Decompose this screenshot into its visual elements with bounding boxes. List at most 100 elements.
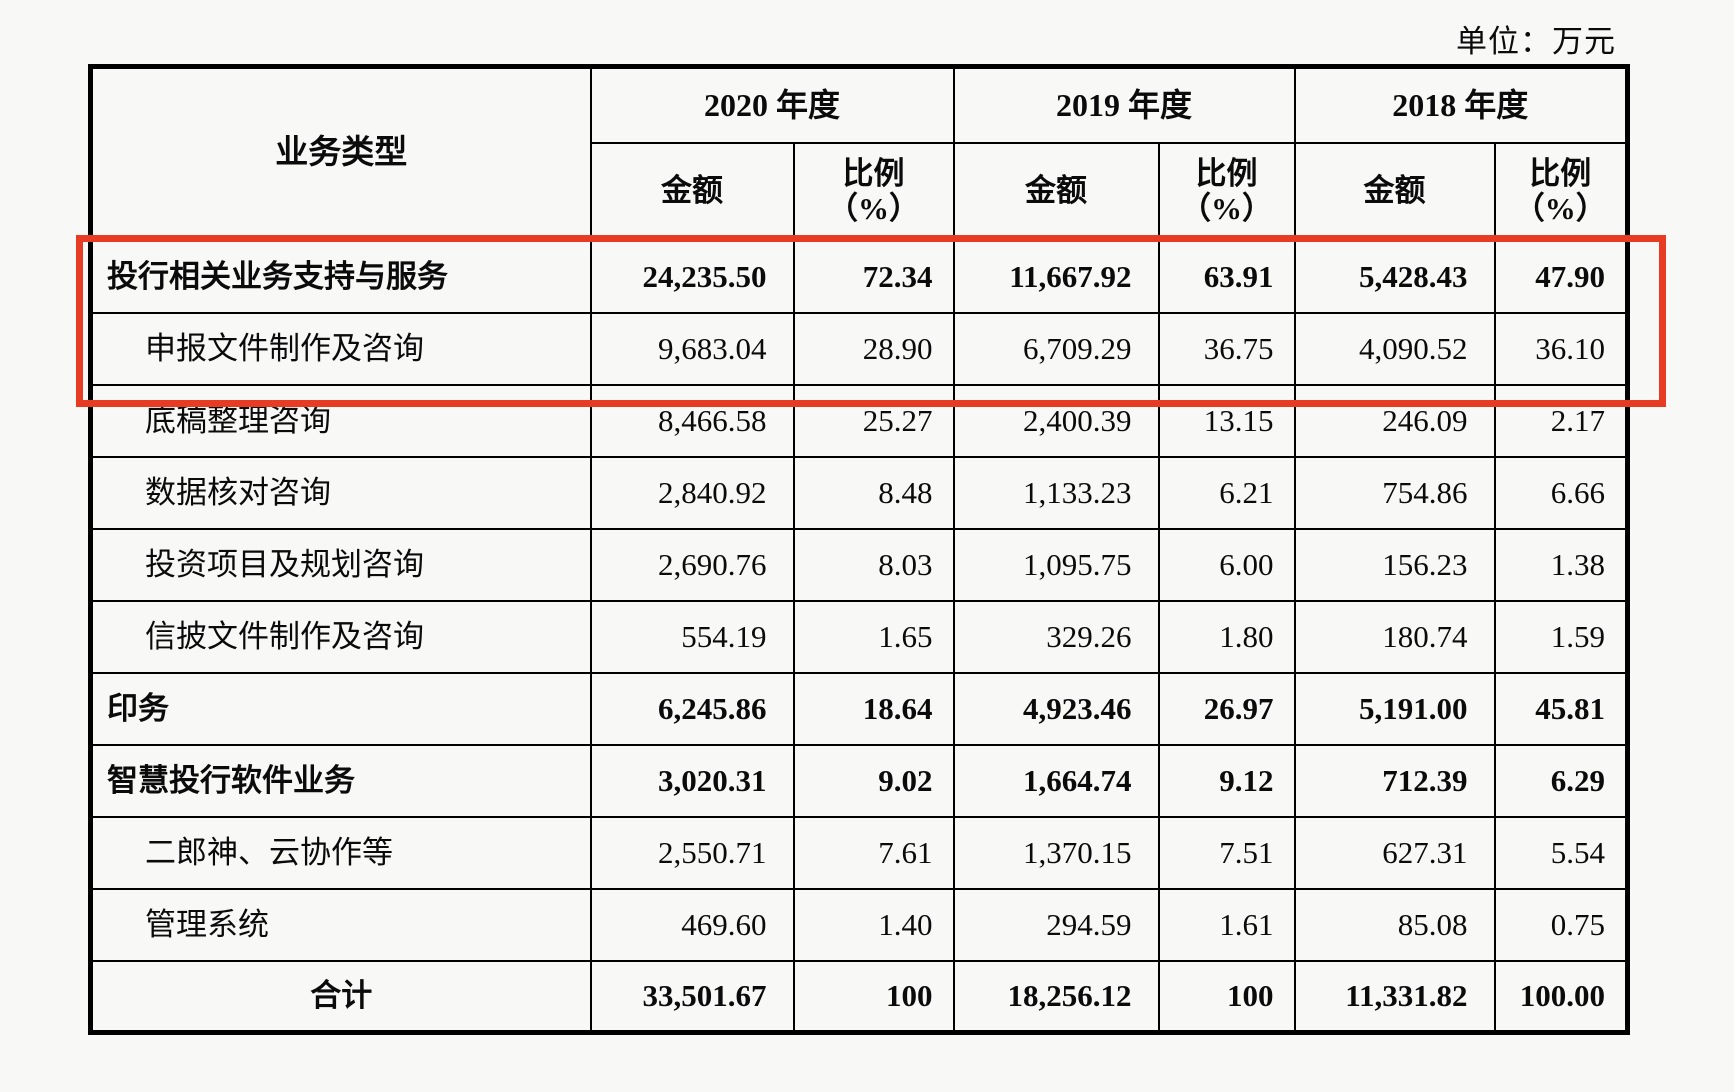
amount-cell: 180.74 bbox=[1293, 599, 1496, 674]
row-label-cell: 底稿整理咨询 bbox=[89, 383, 592, 458]
ratio-header-line2: （%） bbox=[1180, 191, 1274, 227]
ratio-cell: 5.54 bbox=[1493, 815, 1629, 890]
ratio-cell: 6.66 bbox=[1493, 455, 1629, 530]
sub-header-row: 金额 比例 （%） 金额 比例 （%） 金额 比例 （%） bbox=[91, 141, 1629, 242]
amount-cell: 754.86 bbox=[1293, 455, 1496, 530]
table-row: 数据核对咨询 2,840.92 8.48 1,133.23 6.21 754.86 6.66 bbox=[89, 455, 1629, 530]
row-label-cell: 申报文件制作及咨询 bbox=[89, 311, 592, 386]
amount-header-2020: 金额 bbox=[589, 141, 795, 242]
amount-cell: 156.23 bbox=[1293, 527, 1496, 602]
year-header-row: 业务类型 2020 年度 2019 年度 2018 年度 bbox=[89, 65, 1629, 242]
amount-cell: 1,133.23 bbox=[952, 455, 1160, 530]
ratio-cell: 36.75 bbox=[1157, 311, 1296, 386]
ratio-cell: 100.00 bbox=[1493, 959, 1629, 1034]
table-row: 底稿整理咨询 8,466.58 25.27 2,400.39 13.15 246.09 2.… bbox=[89, 383, 1629, 458]
amount-cell: 24,235.50 bbox=[589, 239, 795, 314]
table-row: 投行相关业务支持与服务 24,235.50 72.34 11,667.92 63.91 5… bbox=[89, 239, 1629, 314]
ratio-header-2019: 比例 （%） bbox=[1157, 141, 1296, 242]
ratio-cell: 6.21 bbox=[1157, 455, 1296, 530]
amount-cell: 6,709.29 bbox=[952, 311, 1160, 386]
table-row: 申报文件制作及咨询 9,683.04 28.90 6,709.29 36.75 4,090… bbox=[89, 311, 1629, 386]
amount-cell: 11,667.92 bbox=[952, 239, 1160, 314]
amount-cell: 85.08 bbox=[1293, 887, 1496, 962]
ratio-header-2020: 比例 （%） bbox=[792, 141, 955, 242]
row-label-cell: 信披文件制作及咨询 bbox=[89, 599, 592, 674]
row-label-cell: 投行相关业务支持与服务 bbox=[89, 239, 592, 314]
row-label-cell: 数据核对咨询 bbox=[89, 455, 592, 530]
amount-cell: 1,095.75 bbox=[952, 527, 1160, 602]
ratio-cell: 1.80 bbox=[1157, 599, 1296, 674]
row-label-cell: 管理系统 bbox=[89, 887, 592, 962]
table-row: 合计 33,501.67 100 18,256.12 100 11,331.82 100.0… bbox=[89, 959, 1629, 1034]
amount-cell: 8,466.58 bbox=[589, 383, 795, 458]
table-row: 信披文件制作及咨询 554.19 1.65 329.26 1.80 180.74 1.59 bbox=[89, 599, 1629, 674]
amount-cell: 1,664.74 bbox=[952, 743, 1160, 818]
ratio-cell: 1.65 bbox=[792, 599, 955, 674]
amount-cell: 4,090.52 bbox=[1293, 311, 1496, 386]
row-label-cell: 投资项目及规划咨询 bbox=[89, 527, 592, 602]
amount-cell: 329.26 bbox=[952, 599, 1160, 674]
row-label-cell: 印务 bbox=[89, 671, 592, 746]
ratio-header-line1: 比例 bbox=[1529, 155, 1592, 191]
amount-cell: 1,370.15 bbox=[952, 815, 1160, 890]
ratio-cell: 1.40 bbox=[792, 887, 955, 962]
ratio-cell: 45.81 bbox=[1493, 671, 1629, 746]
year-2020-header: 2020 年度 bbox=[589, 65, 955, 144]
row-label-cell: 二郎神、云协作等 bbox=[89, 815, 592, 890]
ratio-header-line2: （%） bbox=[1513, 191, 1607, 227]
year-2019-header: 2019 年度 bbox=[952, 65, 1296, 144]
ratio-cell: 63.91 bbox=[1157, 239, 1296, 314]
ratio-cell: 9.12 bbox=[1157, 743, 1296, 818]
ratio-cell: 72.34 bbox=[792, 239, 955, 314]
ratio-cell: 1.61 bbox=[1157, 887, 1296, 962]
amount-cell: 4,923.46 bbox=[952, 671, 1160, 746]
table-row: 二郎神、云协作等 2,550.71 7.61 1,370.15 7.51 627.31 5.… bbox=[89, 815, 1629, 890]
amount-cell: 469.60 bbox=[589, 887, 795, 962]
amount-cell: 6,245.86 bbox=[589, 671, 795, 746]
ratio-cell: 18.64 bbox=[792, 671, 955, 746]
ratio-header-2018: 比例 （%） bbox=[1493, 141, 1629, 242]
amount-cell: 18,256.12 bbox=[952, 959, 1160, 1034]
amount-cell: 3,020.31 bbox=[589, 743, 795, 818]
ratio-cell: 25.27 bbox=[792, 383, 955, 458]
row-label-cell: 智慧投行软件业务 bbox=[89, 743, 592, 818]
amount-header-2018: 金额 bbox=[1293, 141, 1496, 242]
amount-cell: 2,400.39 bbox=[952, 383, 1160, 458]
table-body: 投行相关业务支持与服务 24,235.50 72.34 11,667.92 63.91 5… bbox=[89, 239, 1629, 1034]
amount-cell: 712.39 bbox=[1293, 743, 1496, 818]
table-header: 业务类型 2020 年度 2019 年度 2018 年度 金额 比例 （%） 金… bbox=[89, 65, 1629, 242]
revenue-breakdown-table: 业务类型 2020 年度 2019 年度 2018 年度 金额 比例 （%） 金… bbox=[88, 64, 1631, 1035]
ratio-cell: 9.02 bbox=[792, 743, 955, 818]
amount-cell: 5,428.43 bbox=[1293, 239, 1496, 314]
table-row: 管理系统 469.60 1.40 294.59 1.61 85.08 0.75 bbox=[89, 887, 1629, 962]
amount-cell: 627.31 bbox=[1293, 815, 1496, 890]
ratio-header-line2: （%） bbox=[827, 191, 920, 227]
ratio-cell: 8.03 bbox=[792, 527, 955, 602]
table-row: 智慧投行软件业务 3,020.31 9.02 1,664.74 9.12 712.39 6.… bbox=[89, 743, 1629, 818]
amount-cell: 294.59 bbox=[952, 887, 1160, 962]
ratio-cell: 13.15 bbox=[1157, 383, 1296, 458]
ratio-cell: 2.17 bbox=[1493, 383, 1629, 458]
ratio-header-line1: 比例 bbox=[1195, 155, 1258, 191]
ratio-cell: 1.59 bbox=[1493, 599, 1629, 674]
amount-cell: 246.09 bbox=[1293, 383, 1496, 458]
ratio-cell: 100 bbox=[792, 959, 955, 1034]
table-row: 投资项目及规划咨询 2,690.76 8.03 1,095.75 6.00 156.23 1… bbox=[89, 527, 1629, 602]
ratio-cell: 7.61 bbox=[792, 815, 955, 890]
ratio-cell: 6.00 bbox=[1157, 527, 1296, 602]
business-type-header: 业务类型 bbox=[89, 65, 592, 242]
amount-cell: 33,501.67 bbox=[589, 959, 795, 1034]
ratio-cell: 36.10 bbox=[1493, 311, 1629, 386]
ratio-cell: 7.51 bbox=[1157, 815, 1296, 890]
ratio-cell: 28.90 bbox=[792, 311, 955, 386]
amount-header-2019: 金额 bbox=[952, 141, 1160, 242]
row-label-cell: 合计 bbox=[89, 959, 592, 1034]
amount-cell: 2,690.76 bbox=[589, 527, 795, 602]
ratio-header-line1: 比例 bbox=[842, 155, 905, 191]
amount-cell: 2,840.92 bbox=[589, 455, 795, 530]
ratio-cell: 26.97 bbox=[1157, 671, 1296, 746]
amount-cell: 11,331.82 bbox=[1293, 959, 1496, 1034]
ratio-cell: 0.75 bbox=[1493, 887, 1629, 962]
amount-cell: 5,191.00 bbox=[1293, 671, 1496, 746]
ratio-cell: 6.29 bbox=[1493, 743, 1629, 818]
